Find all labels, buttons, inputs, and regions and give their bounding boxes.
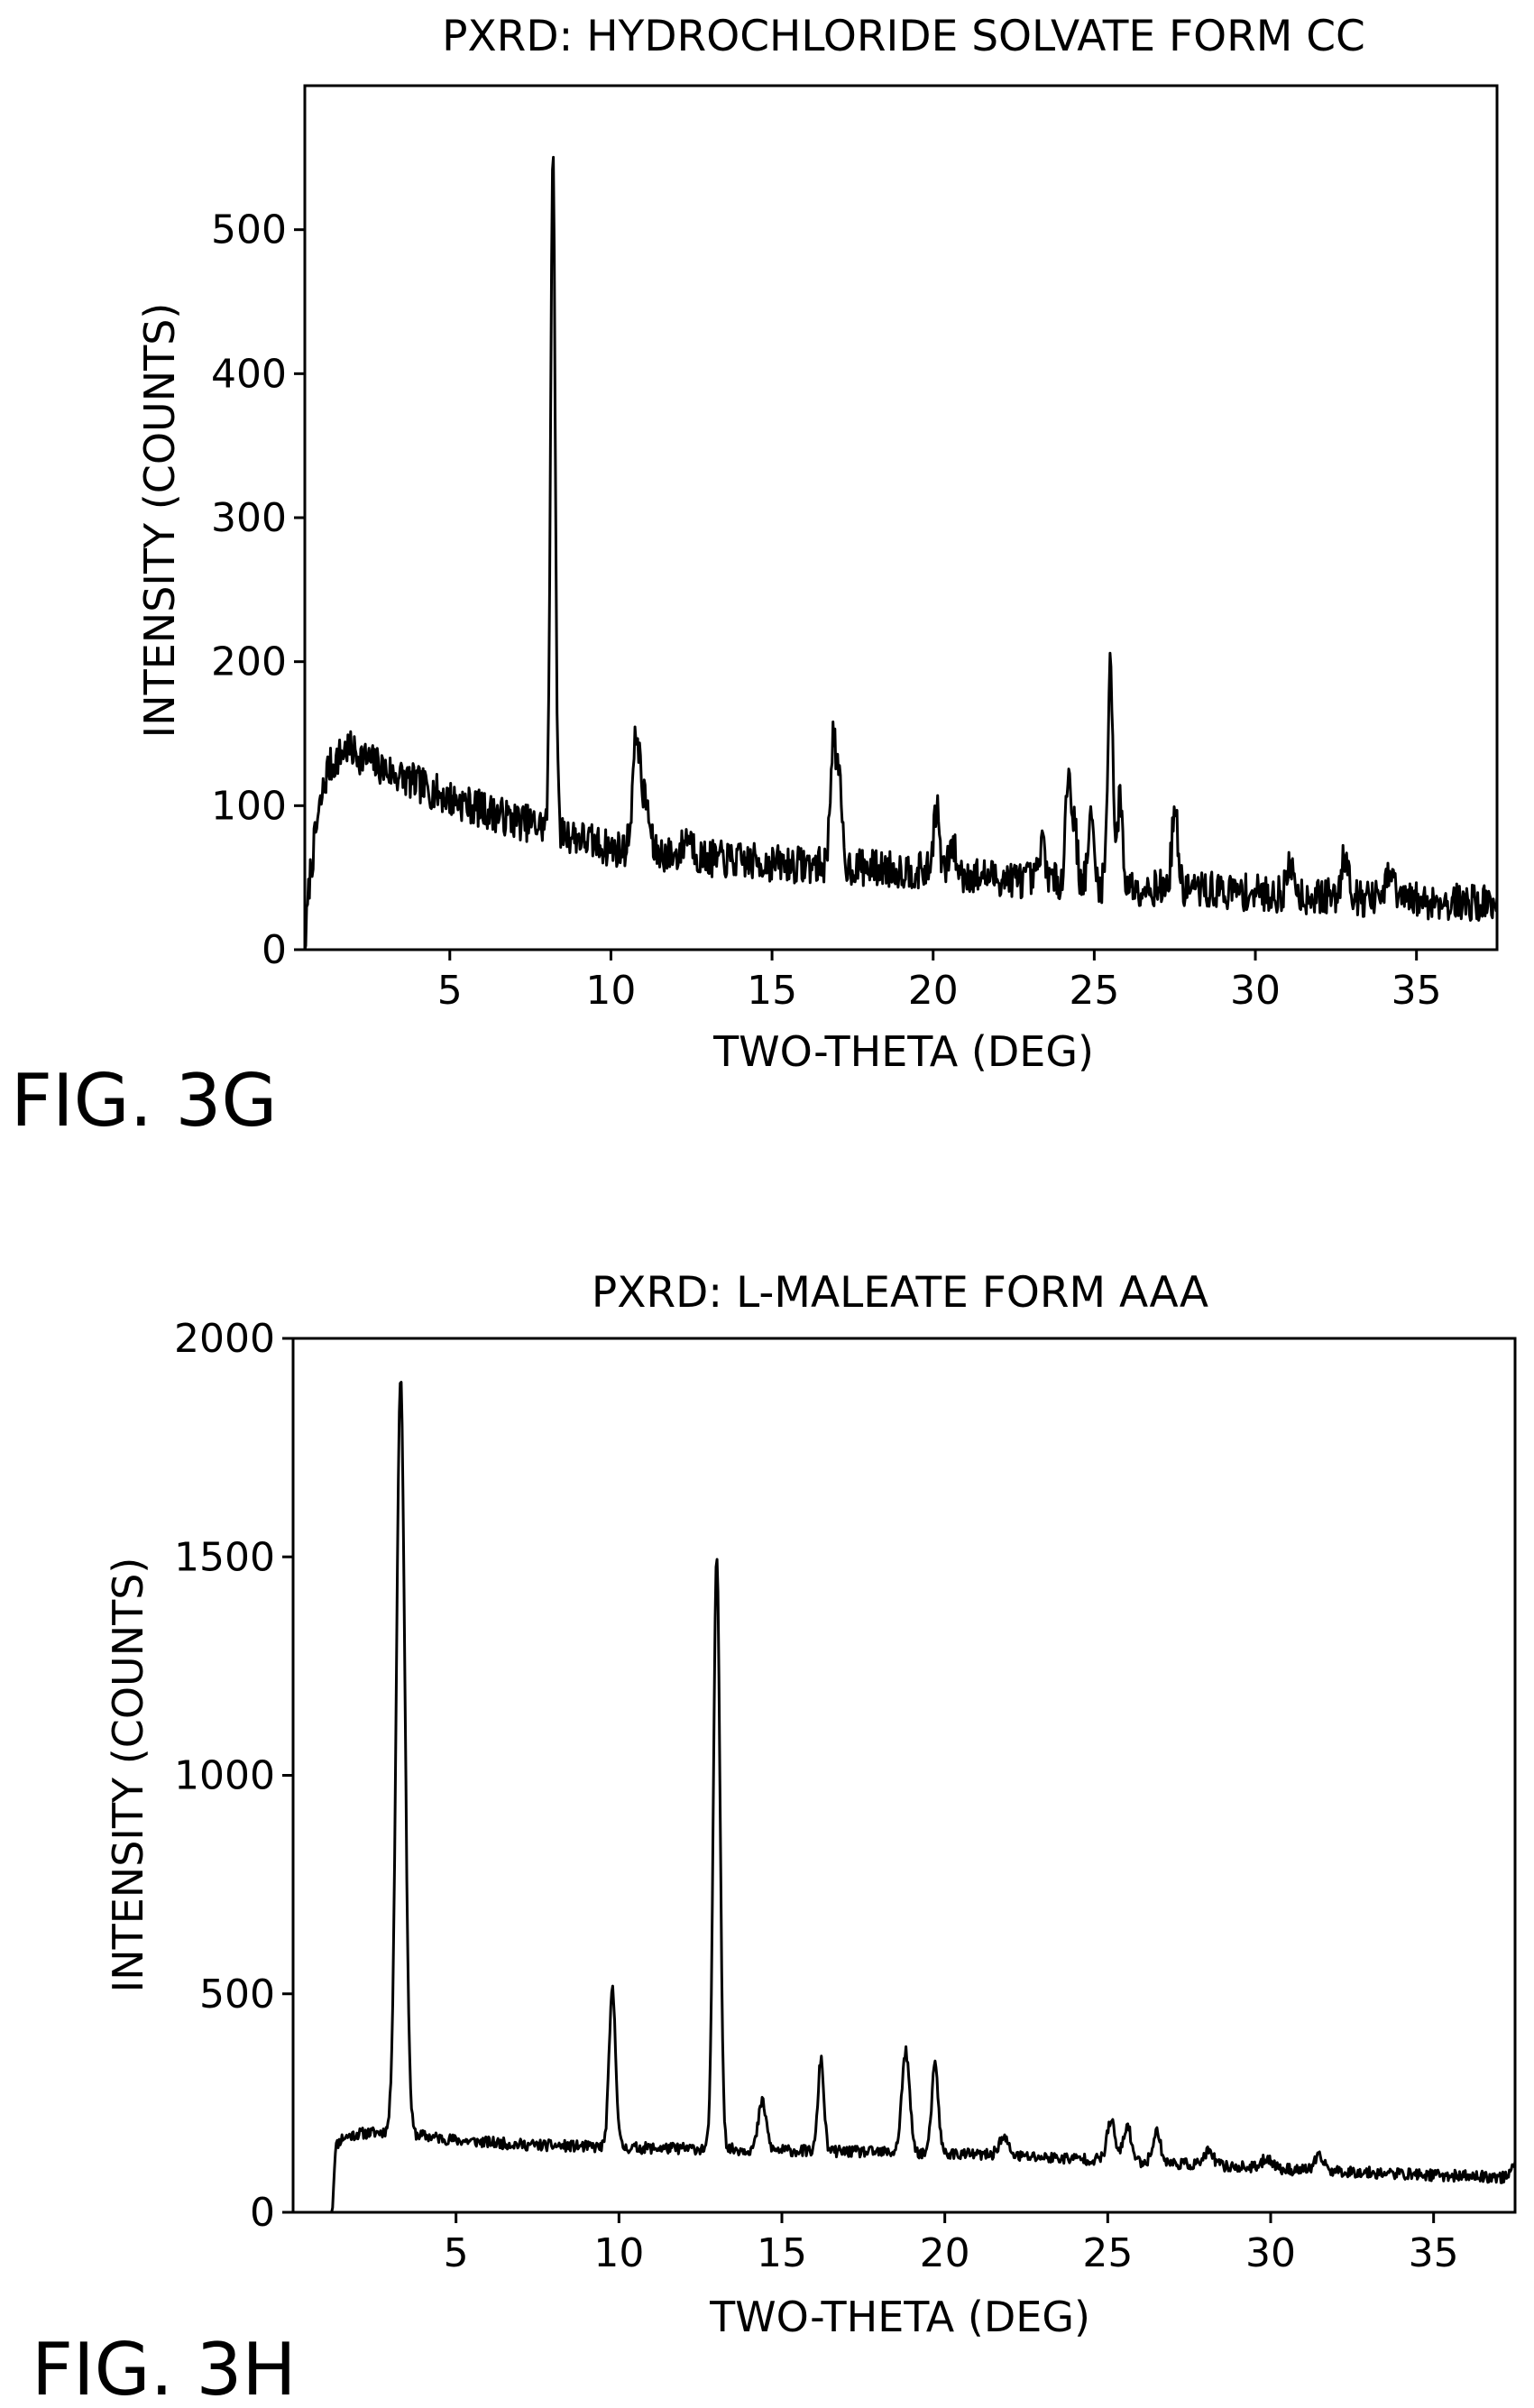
y-tick-label: 300	[211, 495, 287, 541]
x-tick-label: 25	[1082, 2230, 1133, 2276]
y-tick-label: 500	[211, 207, 287, 253]
chart-3h-x-axis: 5 10 15 20 25 30 35	[444, 2212, 1459, 2276]
y-tick-label: 1000	[174, 1753, 275, 1799]
x-tick-label: 35	[1392, 968, 1442, 1014]
x-tick-label: 10	[593, 2230, 644, 2276]
chart-3h-plot-frame	[291, 1337, 1517, 2214]
chart-3g-series-line	[303, 155, 1499, 951]
chart-3h: PXRD: L-MALEATE FORM AAA 050010001500200…	[32, 1268, 1517, 2408]
y-tick-label: 2000	[174, 1316, 275, 1362]
x-tick-label: 5	[437, 968, 463, 1014]
y-tick-label: 100	[211, 783, 287, 829]
chart-3h-x-axis-label: TWO-THETA (DEG)	[709, 2293, 1090, 2341]
chart-3h-y-axis-label: INTENSITY (COUNTS)	[104, 1558, 152, 1993]
chart-3g-x-axis-label: TWO-THETA (DEG)	[712, 1027, 1094, 1076]
x-tick-label: 20	[920, 2230, 970, 2276]
chart-3g-y-axis-label: INTENSITY (COUNTS)	[135, 303, 184, 739]
chart-3h-series-line	[292, 1381, 1517, 2214]
x-tick-label: 35	[1409, 2230, 1459, 2276]
x-tick-label: 30	[1230, 968, 1281, 1014]
chart-3g-y-axis: 0 100 200 300 400 500	[211, 207, 305, 973]
chart-3g-x-axis: 5 10 15 20 25 30 35	[437, 950, 1442, 1014]
chart-3g-title: PXRD: HYDROCHLORIDE SOLVATE FORM CC	[442, 12, 1365, 61]
x-tick-label: 5	[444, 2230, 469, 2276]
x-tick-label: 25	[1069, 968, 1119, 1014]
y-tick-label: 0	[250, 2190, 275, 2236]
y-tick-label: 0	[262, 927, 287, 973]
chart-3h-y-axis: 0 500 1000 1500 2000	[174, 1316, 293, 2236]
figure-label-3g: FIG. 3G	[11, 1059, 277, 1143]
chart-3g: PXRD: HYDROCHLORIDE SOLVATE FORM CC 0100…	[11, 12, 1499, 1143]
figure-label-3h: FIG. 3H	[32, 2328, 297, 2408]
y-tick-label: 200	[211, 639, 287, 685]
x-tick-label: 15	[747, 968, 797, 1014]
y-tick-label: 400	[211, 351, 287, 397]
x-tick-label: 20	[908, 968, 959, 1014]
y-tick-label: 1500	[174, 1534, 275, 1580]
chart-3h-title: PXRD: L-MALEATE FORM AAA	[592, 1268, 1208, 1318]
x-tick-label: 15	[757, 2230, 807, 2276]
x-tick-label: 30	[1245, 2230, 1296, 2276]
x-tick-label: 10	[585, 968, 636, 1014]
y-tick-label: 500	[199, 1971, 275, 2017]
